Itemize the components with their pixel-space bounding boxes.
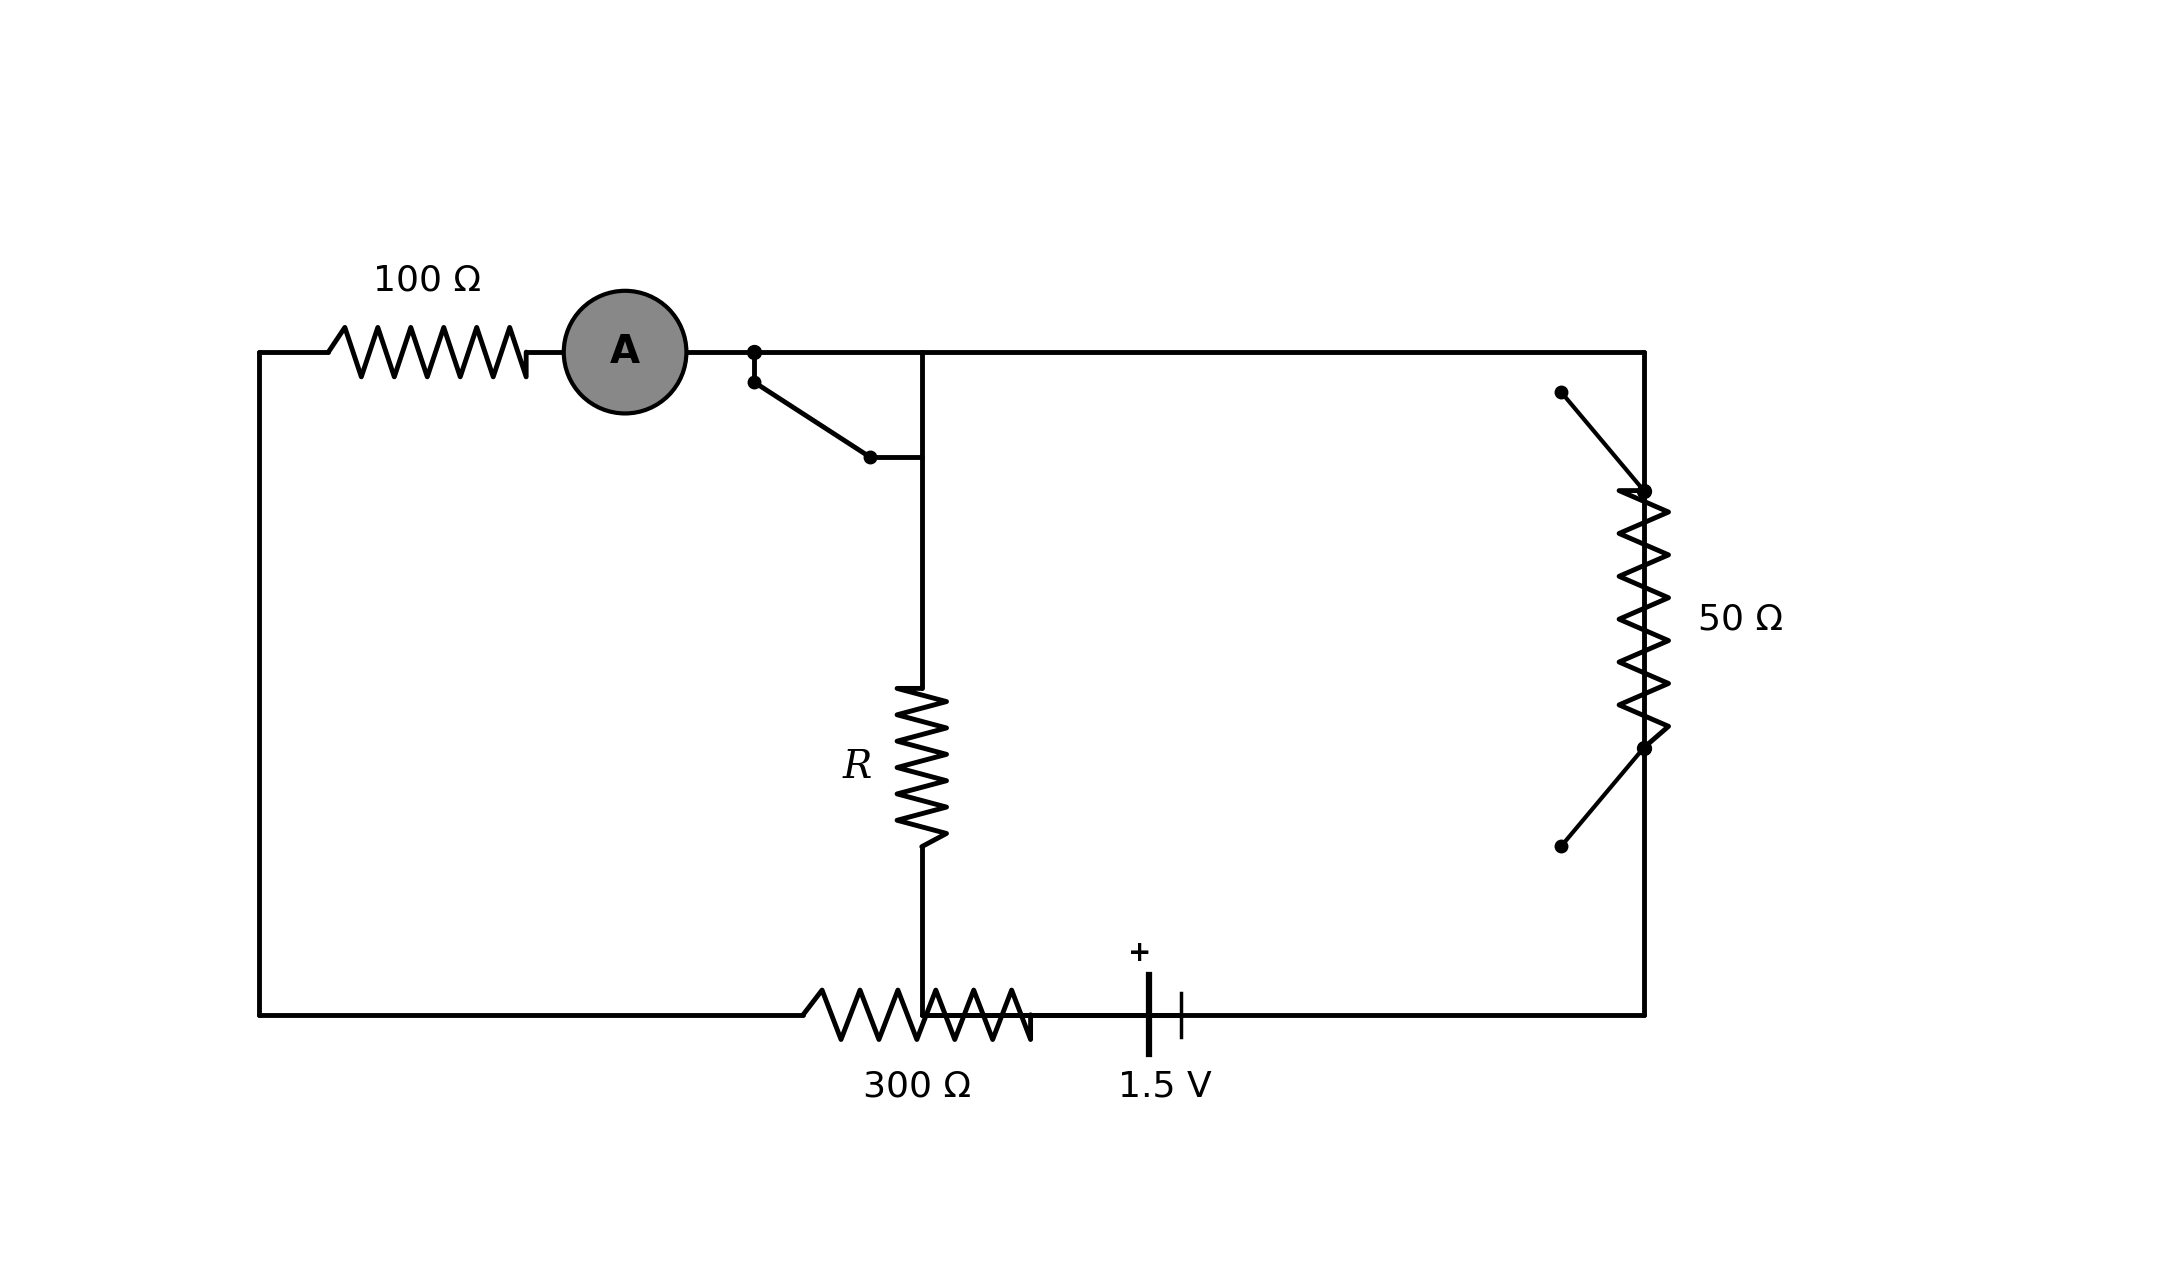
Text: 50 Ω: 50 Ω [1698,603,1784,636]
Circle shape [564,291,687,414]
Text: R: R [843,749,872,786]
Text: A: A [609,334,640,371]
Text: 100 Ω: 100 Ω [373,264,481,298]
Text: +: + [1127,939,1151,967]
Text: 300 Ω: 300 Ω [863,1070,971,1103]
Text: 1.5 V: 1.5 V [1119,1070,1212,1103]
